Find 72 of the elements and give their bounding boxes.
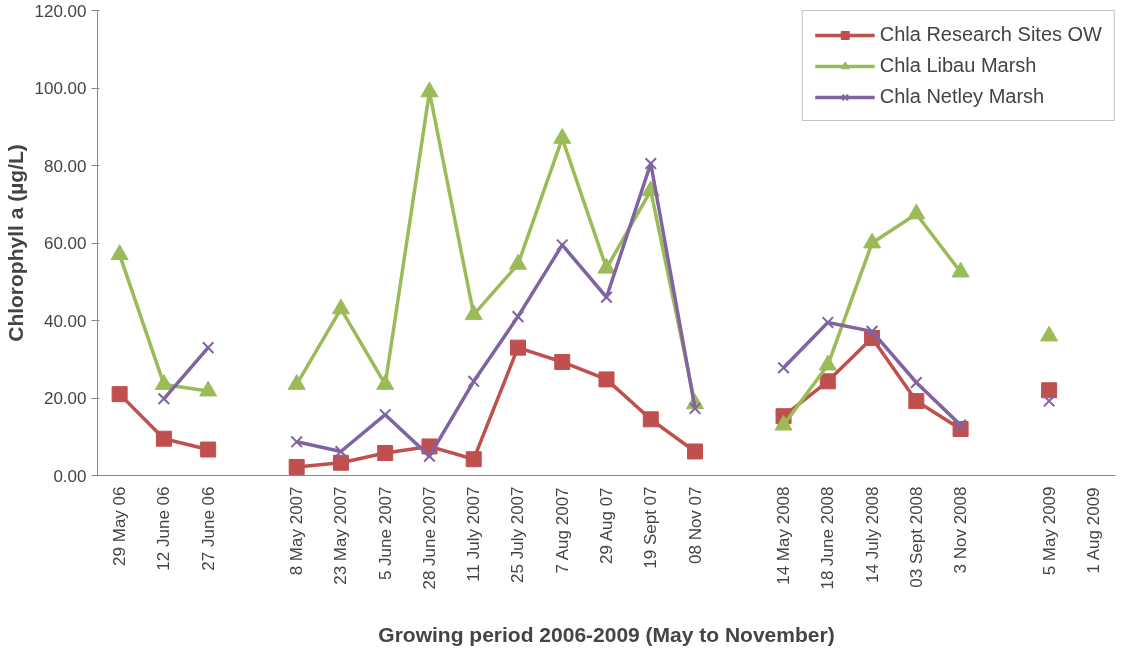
point [423, 449, 436, 463]
point [819, 373, 836, 390]
point [600, 290, 613, 304]
point [687, 443, 704, 460]
point [290, 435, 303, 449]
x-tick-label: 23 May 2007 [331, 486, 351, 585]
point [553, 128, 572, 144]
x-tick-label: 18 June 2008 [818, 486, 838, 590]
point [554, 353, 571, 370]
point [201, 341, 215, 354]
x-tick-label: 19 Sept 07 [641, 486, 661, 569]
point [951, 261, 970, 278]
y-tick-label: 60.00 [43, 234, 87, 253]
point [334, 445, 348, 458]
legend-label: Chla Netley Marsh [879, 85, 1045, 108]
x-tick-label: 25 July 2007 [508, 486, 528, 583]
y-tick-label: 100.00 [34, 79, 87, 98]
point [821, 316, 835, 329]
point [642, 411, 659, 428]
point [200, 441, 217, 458]
point [465, 451, 482, 468]
x-tick-label: 5 May 2009 [1039, 486, 1059, 576]
x-tick-label: 12 June 06 [154, 486, 174, 571]
x-tick-label: 5 June 2007 [375, 486, 395, 581]
x-tick-label: 29 Aug 07 [597, 487, 616, 565]
point [1041, 382, 1058, 399]
point [509, 339, 526, 356]
y-tick-label: 0.00 [53, 466, 87, 486]
y-tick-label: 20.00 [43, 389, 87, 408]
legend-label: Chla Libau Marsh [879, 54, 1037, 77]
point [777, 361, 790, 375]
point [863, 232, 882, 249]
y-tick-label: 40.00 [43, 311, 87, 331]
point [155, 430, 172, 447]
x-tick-label: 28 June 2007 [419, 486, 439, 590]
point [1042, 394, 1056, 408]
x-tick-label: 3 Nov 2008 [951, 486, 971, 574]
point [954, 418, 967, 432]
point [865, 325, 879, 338]
point [464, 304, 483, 321]
x-tick-label: 14 July 2008 [862, 486, 882, 583]
point [288, 458, 305, 475]
point [597, 257, 616, 274]
x-tick-label: 08 Nov 07 [685, 486, 705, 564]
point [908, 393, 925, 410]
point [111, 386, 128, 403]
point [907, 203, 926, 220]
point [110, 244, 129, 261]
point [377, 445, 394, 462]
point [598, 371, 615, 388]
point [1040, 325, 1059, 342]
point [467, 375, 481, 388]
point [331, 298, 350, 315]
y-tick-label: 120.00 [34, 1, 87, 21]
x-tick-label: 27 June 06 [198, 486, 218, 571]
y-tick-label: 80.00 [43, 156, 87, 176]
x-tick-label: 14 May 2008 [774, 486, 794, 585]
x-tick-label: 8 May 2007 [287, 486, 307, 576]
point [688, 402, 702, 415]
point [420, 81, 439, 98]
point [332, 454, 349, 471]
x-tick-label: 03 Sept 2008 [906, 486, 926, 588]
legend-label: Chla Research Sites OW [879, 23, 1102, 46]
point [157, 392, 171, 406]
point [511, 310, 525, 323]
x-tick-label: 7 Aug 2007 [552, 487, 572, 574]
point [508, 254, 527, 270]
x-tick-label: 29 May 06 [110, 486, 130, 566]
x-tick-label: 11 July 2007 [464, 486, 484, 582]
x-axis-title: Growing period 2006-2009 (May to November) [378, 622, 835, 646]
x-tick-label: 1 Aug 2009 [1083, 487, 1103, 574]
y-axis-title: Chlorophyll a (µg/L) [3, 144, 27, 342]
